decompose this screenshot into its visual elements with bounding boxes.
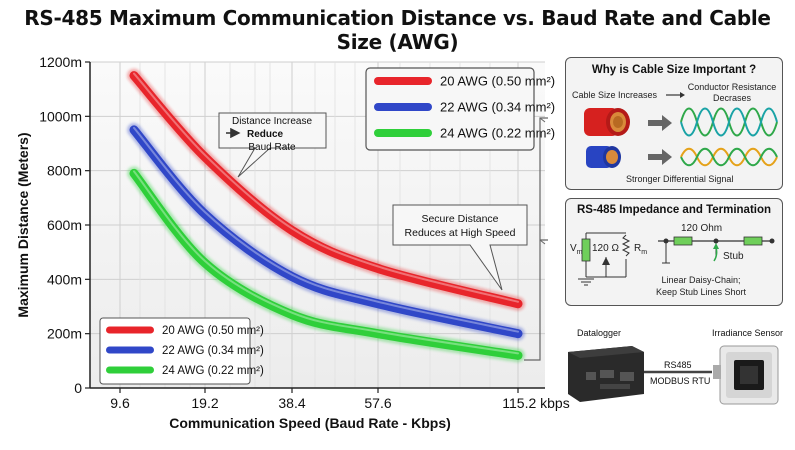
bracket-connector bbox=[524, 117, 548, 361]
resistor-right-icon bbox=[743, 236, 763, 246]
resistor-120-icon bbox=[581, 238, 591, 262]
cable-increases-label: Cable Size Increases bbox=[572, 90, 658, 100]
annotation-distance-increase: Distance Increase Reduce Baud Rate bbox=[218, 112, 327, 178]
series-line-0 bbox=[129, 71, 523, 309]
series-highlight-0 bbox=[133, 72, 519, 303]
resistor-rm-icon bbox=[621, 234, 631, 257]
resistor-120ohm-icon bbox=[673, 236, 693, 246]
annotation-reduce-text: Reduce bbox=[247, 129, 284, 140]
callout-shape bbox=[218, 112, 327, 178]
x-tick-label: 9.6 bbox=[110, 395, 130, 411]
panel-impedance: RS-485 Impedance and Termination Vm 120 … bbox=[565, 198, 783, 306]
y-tick-label: 600m bbox=[47, 217, 82, 233]
annotation-baud-text: Baud Rate bbox=[248, 142, 296, 153]
legend-label: 20 AWG (0.50 mm²) bbox=[440, 74, 555, 89]
rs485-label: RS485 bbox=[664, 360, 692, 370]
y-tick-label: 200m bbox=[47, 326, 82, 342]
cable-small-icon bbox=[586, 146, 621, 168]
stronger-signal-label: Stronger Differential Signal bbox=[626, 174, 734, 184]
series-line-2 bbox=[129, 168, 523, 360]
r120-label: 120 Ω bbox=[592, 243, 619, 254]
legend-swatch bbox=[106, 346, 154, 354]
stub-arrow-icon bbox=[713, 246, 718, 262]
y-tick-label: 0 bbox=[74, 380, 82, 396]
legend-label: 22 AWG (0.34 mm²) bbox=[440, 100, 555, 115]
cable-large-icon bbox=[584, 108, 630, 136]
secure-line2: Reduces at High Speed bbox=[405, 227, 516, 239]
note-line1: Linear Daisy-Chain; bbox=[661, 275, 741, 285]
resistance-line1: Conductor Resistance bbox=[687, 82, 777, 92]
rm-label: Rm bbox=[634, 243, 648, 256]
panel-cable-size: Why is Cable Size Important ? Cable Size… bbox=[565, 57, 783, 190]
y-tick-label: 1200m bbox=[39, 54, 82, 70]
resistance-line2: Decrases bbox=[712, 93, 751, 103]
x-axis-title: Communication Speed (Baud Rate - Kbps) bbox=[169, 415, 451, 431]
legend-label: 24 AWG (0.22 mm²) bbox=[162, 365, 264, 377]
series-highlight-1 bbox=[133, 126, 519, 333]
vm-label: Vm bbox=[570, 243, 583, 256]
ground-icon bbox=[578, 278, 594, 286]
annotation-secure-distance: Secure Distance Reduces at High Speed bbox=[392, 204, 528, 291]
ohm120-label: 120 Ohm bbox=[681, 223, 723, 234]
y-axis: 0 200m 400m 600m 800m 1000m 1200m bbox=[39, 54, 90, 396]
stub-label: Stub bbox=[723, 251, 744, 262]
y-tick-label: 1000m bbox=[39, 108, 82, 124]
legend-bottom-left: 20 AWG (0.50 mm²) 22 AWG (0.34 mm²) 24 AWG… bbox=[99, 317, 264, 385]
legend-top-right: 20 AWG (0.50 mm²) 22 AWG (0.34 mm²) 24 AWG… bbox=[365, 67, 555, 151]
x-tick-label: 19.2 bbox=[191, 395, 218, 411]
annotation-distance-text: Distance Increase bbox=[232, 116, 312, 127]
irradiance-label: Irradiance Sensor bbox=[712, 328, 784, 338]
panel-impedance-title: RS-485 Impedance and Termination bbox=[576, 204, 772, 216]
series-highlight-2 bbox=[133, 170, 519, 355]
legend-swatch bbox=[106, 326, 154, 334]
y-axis-title: Maximum Distance (Meters) bbox=[15, 132, 31, 317]
x-tick-label: 115.2 kbps bbox=[502, 395, 569, 411]
x-axis: 9.6 19.2 38.4 57.6 115.2 kbps bbox=[110, 388, 570, 411]
datalogger-label: Datalogger bbox=[577, 328, 622, 338]
y-tick-label: 800m bbox=[47, 163, 82, 179]
cable-illustration bbox=[584, 92, 778, 168]
legend-swatch bbox=[374, 77, 432, 85]
note-line2: Keep Stub Lines Short bbox=[655, 287, 747, 297]
termination-schematic bbox=[578, 232, 775, 286]
y-tick-label: 400m bbox=[47, 271, 82, 287]
legend-label: 20 AWG (0.50 mm²) bbox=[162, 325, 264, 337]
series-lines bbox=[127, 68, 525, 363]
legend-swatch bbox=[374, 103, 432, 111]
legend-label: 24 AWG (0.22 mm²) bbox=[440, 126, 555, 141]
legend-swatch bbox=[374, 129, 432, 137]
legend-label: 22 AWG (0.34 mm²) bbox=[162, 345, 264, 357]
modbus-label: MODBUS RTU bbox=[650, 376, 711, 386]
x-tick-label: 57.6 bbox=[364, 395, 391, 411]
x-tick-label: 38.4 bbox=[278, 395, 305, 411]
panel-cable-title: Why is Cable Size Important ? bbox=[591, 64, 757, 76]
arrow-right-icon bbox=[648, 115, 672, 165]
legend-swatch bbox=[106, 366, 154, 374]
signal-wave-icon bbox=[680, 107, 778, 167]
series-line-1 bbox=[129, 125, 523, 339]
page-title: RS-485 Maximum Communication Distance vs… bbox=[24, 6, 771, 54]
secure-line1: Secure Distance bbox=[421, 213, 498, 225]
